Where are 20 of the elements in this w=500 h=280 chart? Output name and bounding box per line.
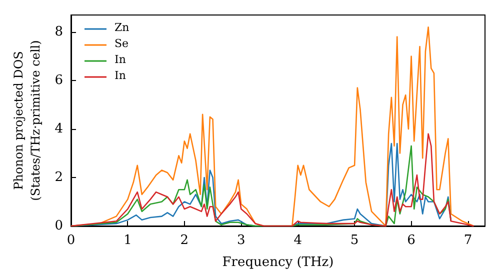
- x-tick-label: 4: [294, 233, 302, 248]
- y-axis-title: Phonon projected DOS (States/THz·primitive cell): [11, 40, 42, 201]
- y-tick-label: 6: [54, 72, 63, 88]
- legend-label: In: [114, 69, 126, 82]
- y-tick-label: 2: [54, 170, 63, 185]
- legend-label: In: [114, 53, 126, 66]
- y-tick-label: 4: [54, 121, 63, 136]
- x-tick-label: 6: [407, 233, 416, 248]
- y-tick-label: 0: [54, 218, 63, 234]
- x-tick-label: 2: [180, 233, 189, 248]
- x-tick-label: 3: [236, 233, 246, 248]
- line-series: [70, 133, 474, 227]
- x-tick-label: 7: [464, 233, 472, 248]
- legend-label: Se: [114, 37, 129, 50]
- legend-label: Zn: [114, 21, 130, 34]
- x-tick-label: 1: [124, 233, 132, 248]
- x-tick-label: 0: [66, 233, 76, 248]
- x-tick-label: 5: [350, 233, 359, 248]
- x-axis-title: Frequency (THz): [222, 255, 334, 270]
- y-tick-label: 8: [54, 24, 63, 40]
